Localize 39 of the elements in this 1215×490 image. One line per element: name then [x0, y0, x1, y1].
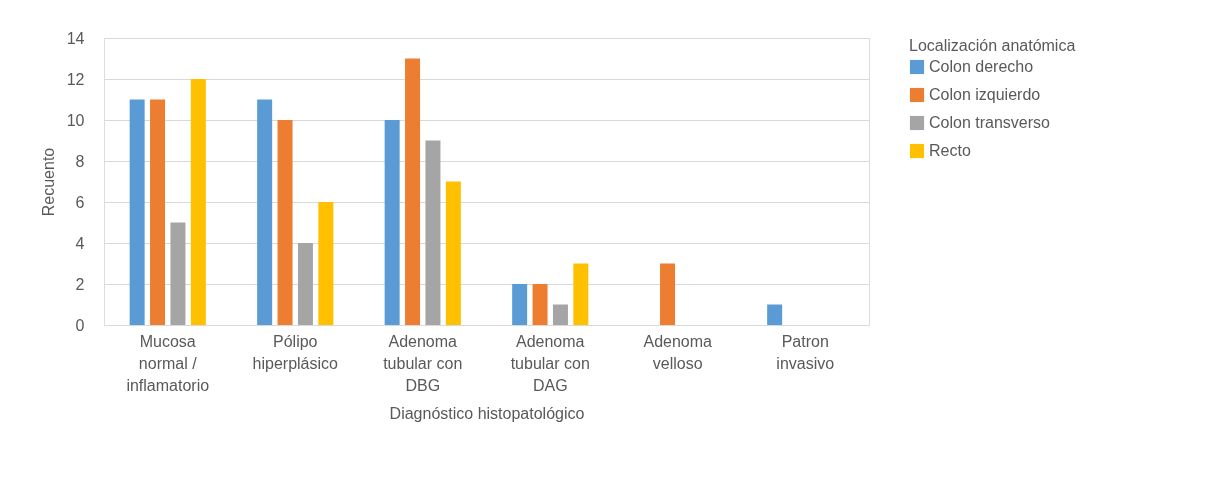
bar: [170, 222, 186, 325]
bar: [384, 120, 400, 325]
legend-title: Localización anatómica: [909, 37, 1076, 54]
bar: [297, 243, 313, 325]
x-tick-label: Adenoma tubular con DAG: [510, 332, 590, 394]
y-axis-title: Recuento: [39, 147, 57, 217]
bar: [150, 99, 166, 325]
x-tick-label: Adenoma velloso: [643, 332, 713, 372]
bar: [767, 304, 783, 325]
bar: [257, 99, 273, 325]
legend-label: Recto: [929, 142, 971, 159]
legend-label: Colon izquierdo: [929, 86, 1041, 103]
bar: [277, 120, 293, 325]
x-tick-label: Pólipo hiperplásico: [252, 332, 339, 372]
x-axis-title: Diagnóstico histopatológico: [389, 404, 585, 422]
bar: [660, 263, 676, 325]
x-tick-label: Mucosa normal / inflamatorio: [126, 332, 210, 394]
bar: [552, 304, 568, 325]
y-tick-label: 8: [75, 152, 85, 170]
y-tick-label: 4: [75, 234, 85, 252]
y-tick-label: 6: [75, 193, 85, 211]
y-tick-label: 2: [75, 275, 85, 293]
bar: [405, 58, 421, 325]
bar: [512, 284, 528, 325]
bar: [129, 99, 145, 325]
bar: [445, 181, 461, 325]
bar: [573, 263, 589, 325]
bar: [318, 202, 334, 325]
x-tick-label: Adenoma tubular con DBG: [383, 332, 463, 394]
legend-label: Colon transverso: [929, 114, 1051, 131]
y-tick-label: 0: [75, 316, 85, 334]
legend-label: Colon derecho: [929, 58, 1034, 75]
bar: [425, 140, 441, 325]
y-tick-label: 14: [66, 29, 85, 47]
y-tick-label: 12: [66, 70, 85, 88]
y-tick-label: 10: [66, 111, 85, 129]
bar: [532, 284, 548, 325]
x-tick-label: Patron invasivo: [776, 332, 835, 372]
bar: [190, 79, 206, 325]
